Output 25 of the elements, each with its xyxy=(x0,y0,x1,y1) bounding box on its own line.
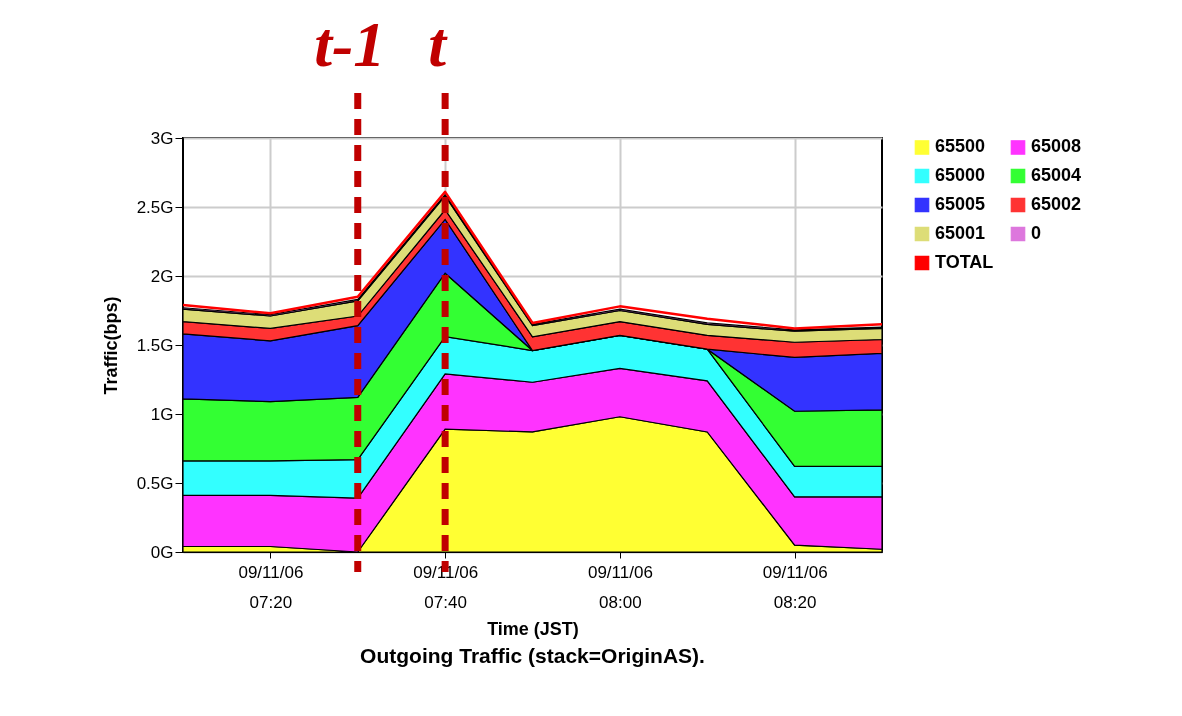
legend-label: 65008 xyxy=(1031,136,1082,157)
x-axis-title: Time (JST) xyxy=(487,618,579,639)
x-tick-label: 09/11/06 07:20 xyxy=(238,562,304,612)
y-tick-label: 1.5G xyxy=(136,335,174,355)
y-axis-title: Traffic(bps) xyxy=(100,296,121,395)
legend-label: 65500 xyxy=(935,136,986,157)
x-tick-label: 09/11/06 08:20 xyxy=(762,562,828,612)
legend-label: 65001 xyxy=(935,223,986,243)
legend-label: TOTAL xyxy=(935,252,994,272)
ref-line-label: t xyxy=(428,9,449,80)
x-tick-label: 09/11/06 08:00 xyxy=(587,562,653,612)
text: Outgoing Traffic (stack=OriginAS). xyxy=(360,644,705,667)
y-tick-label: 0.5G xyxy=(136,473,174,493)
legend-label: 65005 xyxy=(935,194,986,214)
y-tick-label: 2.5G xyxy=(136,197,174,217)
legend-label: 65000 xyxy=(935,165,986,185)
y-tick-label: 1G xyxy=(150,404,174,424)
legend-label: 65004 xyxy=(1031,165,1082,185)
legend-label: 65002 xyxy=(1031,194,1082,214)
y-tick-label: 0G xyxy=(150,542,174,562)
y-tick-label: 2G xyxy=(150,266,174,286)
x-tick-label: 09/11/06 07:40 xyxy=(413,562,479,612)
y-tick-label: 3G xyxy=(150,128,174,148)
ref-line-label: t-1 xyxy=(314,9,386,80)
legend-label: 0 xyxy=(1031,223,1042,243)
